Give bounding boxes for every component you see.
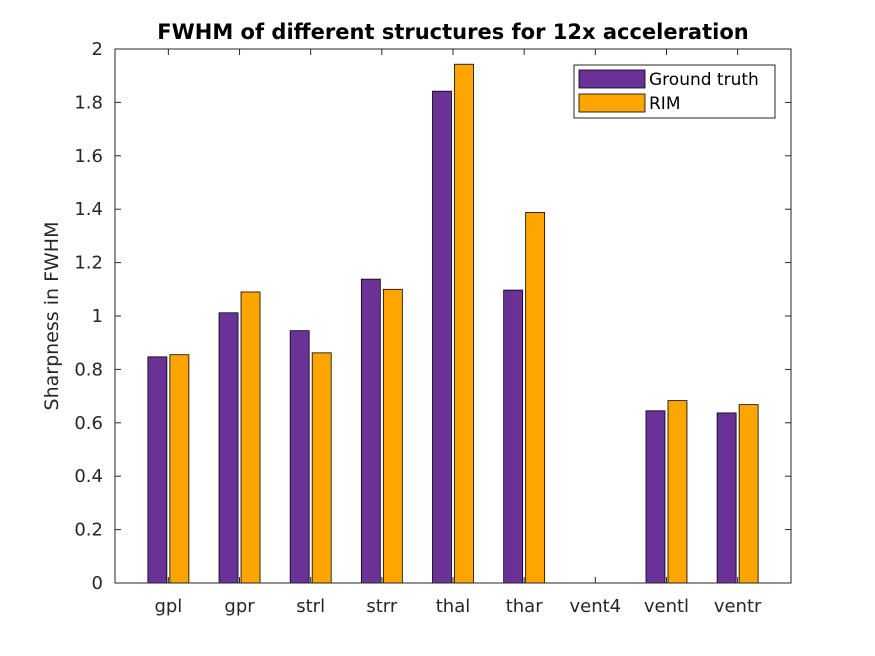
bar-thar-ground-truth bbox=[503, 289, 524, 584]
y-tick-label: 1.2 bbox=[74, 253, 103, 274]
bar-strr-rim bbox=[382, 288, 403, 584]
bar-gpr-rim bbox=[240, 291, 261, 584]
x-tick-label: thar bbox=[506, 596, 543, 617]
axes-group: gpl gpr strl strr thal thar vent4 ventl ventr 0 0.… bbox=[74, 39, 792, 617]
y-tick-label: 2 bbox=[92, 39, 103, 60]
x-tick-label: ventl bbox=[644, 596, 689, 617]
y-tick-label: 1.8 bbox=[74, 92, 103, 113]
bar-strl-ground-truth bbox=[289, 330, 310, 584]
y-tick-label: 0.6 bbox=[74, 413, 103, 434]
y-tick-label: 1.4 bbox=[74, 199, 103, 220]
legend-label-rim: RIM bbox=[649, 94, 681, 114]
plot-frame bbox=[114, 48, 792, 584]
y-tick-label: 1.6 bbox=[74, 146, 103, 167]
legend: Ground truth RIM bbox=[573, 64, 776, 119]
x-tick-label: strl bbox=[296, 596, 325, 617]
y-tick-label: 0 bbox=[92, 573, 103, 594]
bar-thar-rim bbox=[525, 212, 546, 584]
bar-thal-rim bbox=[454, 63, 474, 584]
x-tick-label: ventr bbox=[714, 596, 762, 617]
legend-swatch-rim bbox=[578, 93, 646, 113]
chart-title: FWHM of different structures for 12x acc… bbox=[157, 20, 748, 44]
bar-ventr-rim bbox=[738, 404, 759, 584]
bar-thal-ground-truth bbox=[432, 90, 452, 584]
y-tick-label: 0.4 bbox=[74, 466, 103, 487]
legend-swatch-ground-truth bbox=[578, 69, 646, 89]
legend-label-ground-truth: Ground truth bbox=[649, 70, 759, 90]
x-tick-label: gpr bbox=[224, 596, 255, 617]
y-tick-label: 1 bbox=[92, 306, 103, 327]
y-axis-label: Sharpness in FWHM bbox=[41, 222, 63, 411]
bar-ventl-ground-truth bbox=[645, 410, 666, 584]
bar-gpl-ground-truth bbox=[147, 356, 168, 584]
bar-gpl-rim bbox=[169, 354, 190, 584]
bars-group bbox=[147, 63, 759, 584]
x-tick-label: vent4 bbox=[569, 596, 621, 617]
x-tick-label: strr bbox=[366, 596, 398, 617]
bar-strr-ground-truth bbox=[360, 278, 381, 584]
bar-gpr-ground-truth bbox=[218, 312, 239, 584]
y-tick-label: 0.2 bbox=[74, 520, 103, 541]
x-tick-label: thal bbox=[436, 596, 471, 617]
bar-ventl-rim bbox=[667, 400, 688, 584]
x-tick-label: gpl bbox=[154, 596, 182, 617]
y-tick-label: 0.8 bbox=[74, 359, 103, 380]
bar-ventr-ground-truth bbox=[716, 412, 737, 584]
bar-strl-rim bbox=[311, 352, 332, 584]
